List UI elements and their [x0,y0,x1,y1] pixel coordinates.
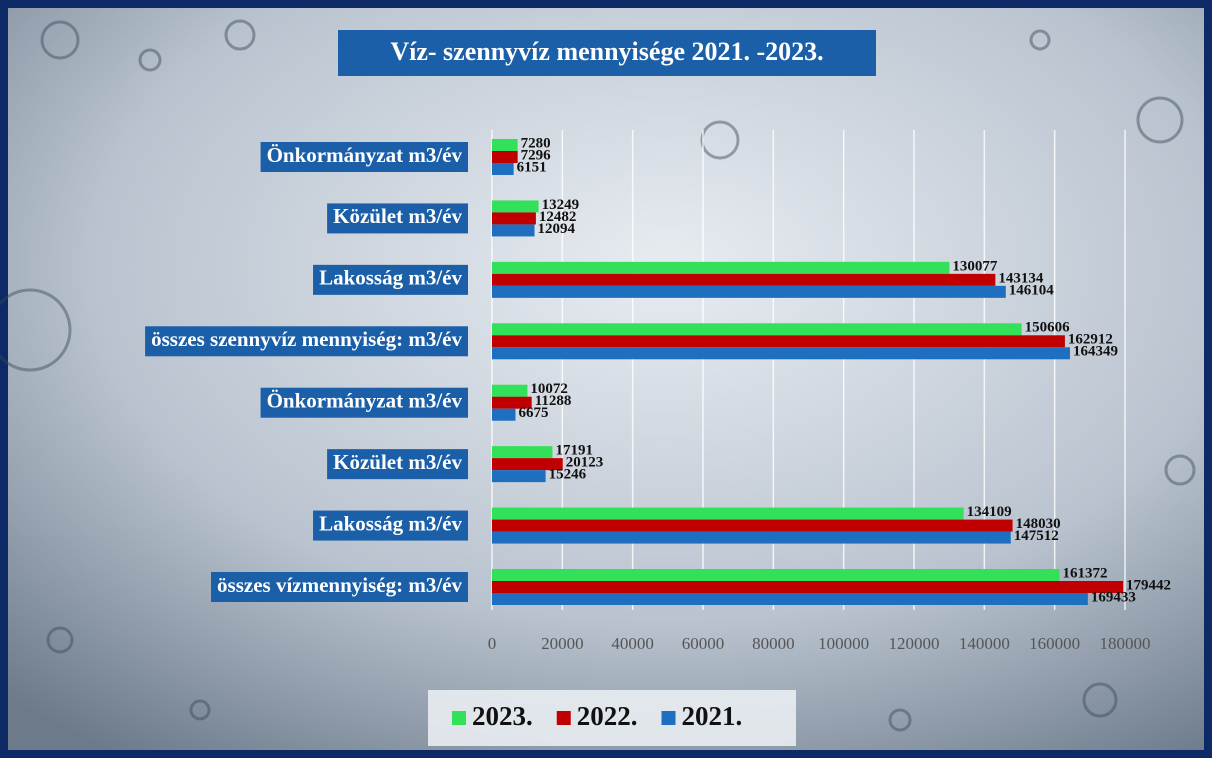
x-tick-label: 40000 [611,634,654,653]
category-label-box [327,203,468,234]
value-label: 148030 [1016,516,1061,532]
bar [492,507,964,520]
value-label: 147512 [1014,528,1059,544]
bar [492,323,1022,336]
bar [492,396,532,409]
value-label: 12482 [539,209,577,225]
category-label: Önkormányzat m3/év [267,389,463,413]
bar [492,151,518,163]
value-label: 15246 [549,467,587,483]
x-tick-label: 140000 [959,634,1010,653]
category-label: Közület m3/év [333,204,462,228]
chart-title: Víz- szennyvíz mennyisége 2021. -2023. [390,37,823,66]
category-label: összes vízmennyiség: m3/év [217,573,462,597]
bar [492,347,1070,360]
value-label: 162912 [1068,332,1113,348]
category-label-box [260,387,468,418]
x-tick-label: 20000 [541,634,584,653]
bar [492,408,516,421]
legend-swatch [661,711,676,725]
x-tick-label: 120000 [889,634,940,653]
bar [492,531,1011,544]
bar [492,593,1088,605]
category-label-box [260,142,468,172]
bar [492,224,535,237]
legend-label: 2023. [472,701,533,731]
value-label: 150606 [1025,320,1071,336]
value-label: 11288 [535,393,572,409]
value-label: 179442 [1126,577,1171,593]
bar [492,139,518,151]
bar [492,384,528,397]
legend-label: 2022. [577,701,638,731]
droplets [0,19,1196,732]
value-label: 164349 [1073,344,1118,360]
value-label: 130077 [952,258,998,274]
x-tick-label: 80000 [752,634,795,653]
value-label: 20123 [566,455,604,471]
category-label-box [145,326,468,357]
bar [492,261,950,274]
value-label: 6151 [517,159,547,175]
x-tick-label: 0 [488,634,497,653]
legend-box [428,690,796,746]
x-tick-label: 100000 [818,634,869,653]
category-label: Közület m3/év [333,450,462,474]
bar [492,458,563,471]
value-label: 143134 [998,270,1043,286]
bar [492,335,1065,348]
category-label: összes szennyvíz mennyiség: m3/év [151,327,462,351]
bar [492,446,553,459]
value-label: 12094 [538,221,576,237]
title-box [338,30,876,76]
value-label: 6675 [518,405,548,421]
bar [492,581,1124,593]
bar [492,200,539,213]
category-label-box [313,264,468,295]
bar [492,569,1060,581]
bar [492,212,536,225]
bar [492,470,546,483]
legend-swatch [452,711,466,725]
value-label: 134109 [967,504,1012,520]
bar [492,285,1006,298]
value-label: 146104 [1009,282,1055,298]
category-label: Önkormányzat m3/év [267,143,463,167]
value-label: 13249 [542,197,580,213]
x-tick-label: 160000 [1029,634,1080,653]
category-label-box [313,510,468,541]
category-label: Lakosság m3/év [319,266,462,290]
value-label: 161372 [1062,565,1107,581]
category-label-box [327,449,468,480]
value-label: 10072 [530,381,568,397]
bar [492,163,514,175]
legend-label: 2021. [682,701,743,731]
background [8,8,1204,750]
category-label-box [211,572,468,602]
legend-swatch [556,711,571,725]
bar [492,519,1013,532]
x-tick-label: 60000 [682,634,725,653]
x-tick-label: 180000 [1100,634,1151,653]
value-label: 7296 [521,147,552,163]
bar [492,273,996,286]
category-label: Lakosság m3/év [319,511,462,535]
value-label: 7280 [521,135,551,151]
value-label: 169433 [1091,589,1136,605]
value-label: 17191 [555,443,593,459]
